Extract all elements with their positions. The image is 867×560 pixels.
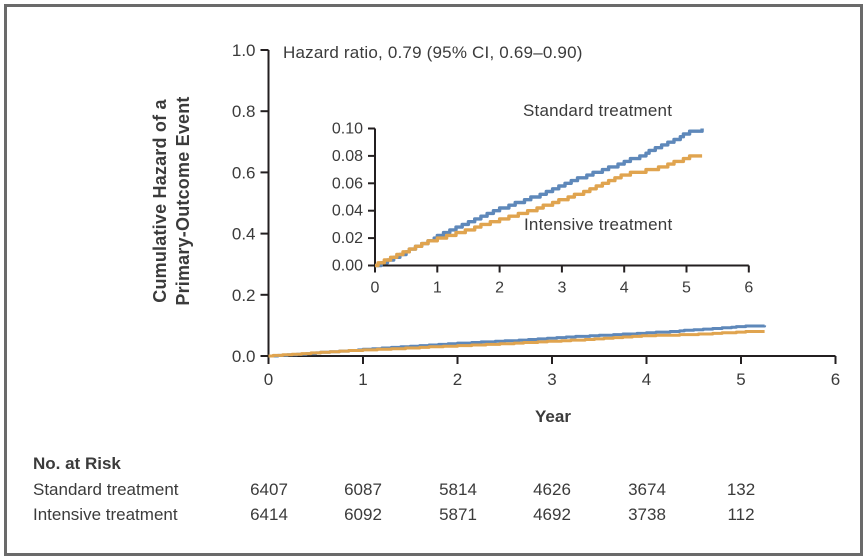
- y-axis-title-line-2: Primary-Outcome Event: [173, 96, 193, 306]
- risk-value: 6087: [344, 480, 382, 499]
- x-tick-label: 0: [264, 370, 273, 389]
- x-tick-label: 3: [547, 370, 556, 389]
- risk-value: 112: [727, 505, 755, 524]
- risk-value: 6092: [344, 505, 382, 524]
- series-label-intensive-treatment: Intensive treatment: [524, 215, 673, 234]
- y-tick-label: 0.08: [332, 148, 363, 165]
- x-tick-label: 5: [682, 280, 691, 297]
- x-tick-label: 1: [358, 370, 367, 389]
- x-tick-label: 0: [371, 280, 380, 297]
- y-tick-label: 0.8: [232, 102, 256, 121]
- hazard-ratio-annotation: Hazard ratio, 0.79 (95% CI, 0.69–0.90): [283, 43, 583, 62]
- x-tick-label: 5: [736, 370, 745, 389]
- x-tick-label: 1: [433, 280, 442, 297]
- risk-value: 5871: [439, 505, 477, 524]
- x-tick-label: 2: [495, 280, 504, 297]
- series-line-intensive-treatment: [375, 154, 703, 268]
- row-label-standard: Standard treatment: [33, 480, 179, 499]
- x-tick-label: 6: [831, 370, 840, 389]
- y-tick-label: 0.06: [332, 175, 363, 192]
- row-label-intensive: Intensive treatment: [33, 505, 178, 524]
- y-axis-title: Cumulative Hazard of a Primary-Outcome E…: [149, 61, 195, 341]
- y-tick-label: 0.00: [332, 258, 363, 275]
- risk-value: 6407: [250, 480, 288, 499]
- x-tick-label: 4: [642, 370, 651, 389]
- y-tick-label: 0.6: [232, 163, 256, 182]
- x-tick-label: 3: [557, 280, 566, 297]
- series-label-standard-treatment: Standard treatment: [523, 101, 673, 120]
- risk-value: 3738: [628, 505, 666, 524]
- series-line-intensive-treatment: [268, 330, 765, 358]
- risk-value: 132: [726, 480, 756, 499]
- risk-value: 4692: [533, 505, 571, 524]
- risk-value: 3674: [628, 480, 666, 499]
- y-tick-label: 0.04: [332, 203, 363, 220]
- risk-value: 4626: [533, 480, 571, 499]
- y-tick-label: 0.4: [232, 225, 256, 244]
- y-tick-label: 0.02: [332, 230, 363, 247]
- x-axis-title: Year: [535, 407, 571, 426]
- x-tick-label: 4: [620, 280, 629, 297]
- x-tick-label: 6: [744, 280, 753, 297]
- y-axis-title-line-1: Cumulative Hazard of a: [150, 99, 170, 303]
- table-row-intensive: Intensive treatment 6414 6092 5871 4692 …: [0, 505, 867, 527]
- y-tick-label: 0.0: [232, 347, 256, 366]
- y-tick-label: 1.0: [232, 41, 256, 60]
- risk-value: 6414: [250, 505, 288, 524]
- risk-value: 5814: [439, 480, 477, 499]
- risk-table-title: No. at Risk: [33, 454, 121, 473]
- x-tick-label: 2: [453, 370, 462, 389]
- y-tick-label: 0.2: [232, 286, 256, 305]
- table-row-standard: Standard treatment 6407 6087 5814 4626 3…: [0, 480, 867, 502]
- y-tick-label: 0.10: [332, 121, 363, 138]
